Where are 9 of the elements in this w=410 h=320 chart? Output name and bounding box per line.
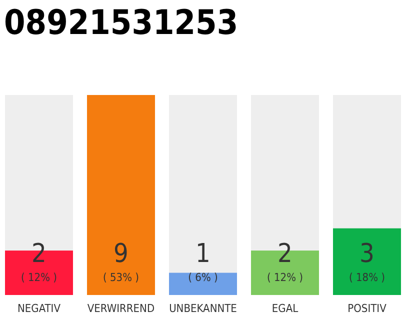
- data-label: 9 ( 53% ): [102, 239, 140, 284]
- x-tick-label: UNBEKANNTE: [169, 302, 237, 315]
- data-label: 1 ( 6% ): [188, 239, 218, 284]
- x-tick-label: NEGATIV: [18, 302, 61, 315]
- x-tick-label: POSITIV: [348, 302, 387, 315]
- chart-title: 08921531253: [4, 3, 238, 43]
- data-label: 3 ( 18% ): [348, 239, 386, 284]
- x-tick-label: VERWIRREND: [87, 302, 155, 315]
- x-tick-label: EGAL: [272, 302, 299, 315]
